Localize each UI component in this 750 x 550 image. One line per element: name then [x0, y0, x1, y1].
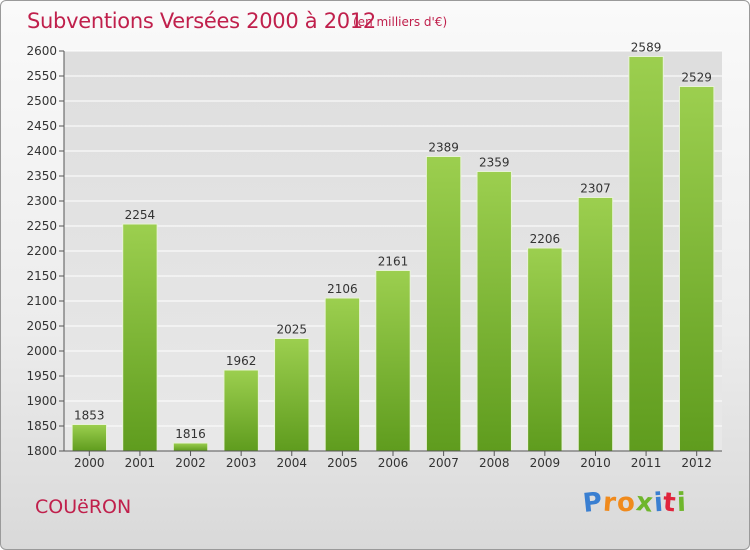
data-label: 1962	[226, 354, 257, 368]
logo-letter: P	[581, 487, 605, 519]
bar-2007	[425, 156, 462, 452]
x-tick-label: 2008	[479, 456, 510, 470]
x-tick-label: 2011	[631, 456, 662, 470]
bar-2002	[172, 442, 209, 452]
y-tick-label: 2600	[26, 44, 57, 58]
proxiti-logo: Proxiti	[581, 487, 688, 519]
x-tick-label: 2009	[530, 456, 561, 470]
data-label: 2106	[327, 282, 358, 296]
y-tick-label: 2450	[26, 119, 57, 133]
data-label: 1853	[74, 409, 105, 423]
y-tick-label: 1800	[26, 444, 57, 458]
x-tick-label: 2001	[125, 456, 156, 470]
x-tick-label: 2000	[74, 456, 105, 470]
bar-2012	[678, 86, 715, 452]
y-tick-label: 1850	[26, 419, 57, 433]
data-label: 2529	[681, 71, 712, 85]
x-tick-label: 2003	[226, 456, 257, 470]
bar-2001	[122, 223, 158, 452]
x-tick-label: 2010	[580, 456, 611, 470]
data-label: 2307	[580, 182, 611, 196]
y-tick-label: 2400	[26, 144, 57, 158]
chart-title: Subventions Versées 2000 à 2012	[27, 9, 376, 33]
logo-letter: x	[634, 487, 656, 519]
bar-2004	[274, 338, 310, 452]
data-label: 2359	[479, 156, 510, 170]
x-tick-label: 2005	[327, 456, 358, 470]
x-tick-label: 2006	[378, 456, 409, 470]
logo-letter: i	[676, 487, 688, 519]
data-label: 2161	[378, 255, 409, 269]
bar-2005	[324, 297, 361, 452]
x-tick-label: 2007	[428, 456, 459, 470]
y-tick-label: 2300	[26, 194, 57, 208]
y-tick-label: 2150	[26, 269, 57, 283]
data-label: 2389	[428, 141, 459, 155]
data-label: 2025	[276, 323, 307, 337]
y-tick-label: 2250	[26, 219, 57, 233]
bar-2000	[71, 424, 108, 452]
data-label: 2589	[631, 41, 662, 55]
y-tick-label: 2050	[26, 319, 57, 333]
y-tick-label: 2500	[26, 94, 57, 108]
bar-2003	[223, 369, 259, 452]
y-tick-label: 1950	[26, 369, 57, 383]
y-tick-label: 2200	[26, 244, 57, 258]
logo-letter: o	[616, 487, 637, 519]
y-tick-label: 2350	[26, 169, 57, 183]
bar-2008	[476, 171, 512, 452]
bar-2011	[628, 56, 664, 452]
bar-2010	[577, 197, 614, 452]
x-tick-label: 2002	[175, 456, 206, 470]
y-tick-label: 2550	[26, 69, 57, 83]
x-tick-label: 2004	[276, 456, 307, 470]
y-tick-label: 2000	[26, 344, 57, 358]
y-tick-label: 1900	[26, 394, 57, 408]
data-label: 2206	[530, 232, 561, 246]
bar-2006	[375, 270, 411, 452]
chart-unit-note: (en milliers d'€)	[353, 15, 448, 29]
x-tick-label: 2012	[681, 456, 712, 470]
bar-2009	[527, 247, 563, 452]
data-label: 1816	[175, 427, 206, 441]
data-label: 2254	[125, 208, 156, 222]
commune-name: COUëRON	[35, 496, 132, 518]
y-tick-label: 2100	[26, 294, 57, 308]
